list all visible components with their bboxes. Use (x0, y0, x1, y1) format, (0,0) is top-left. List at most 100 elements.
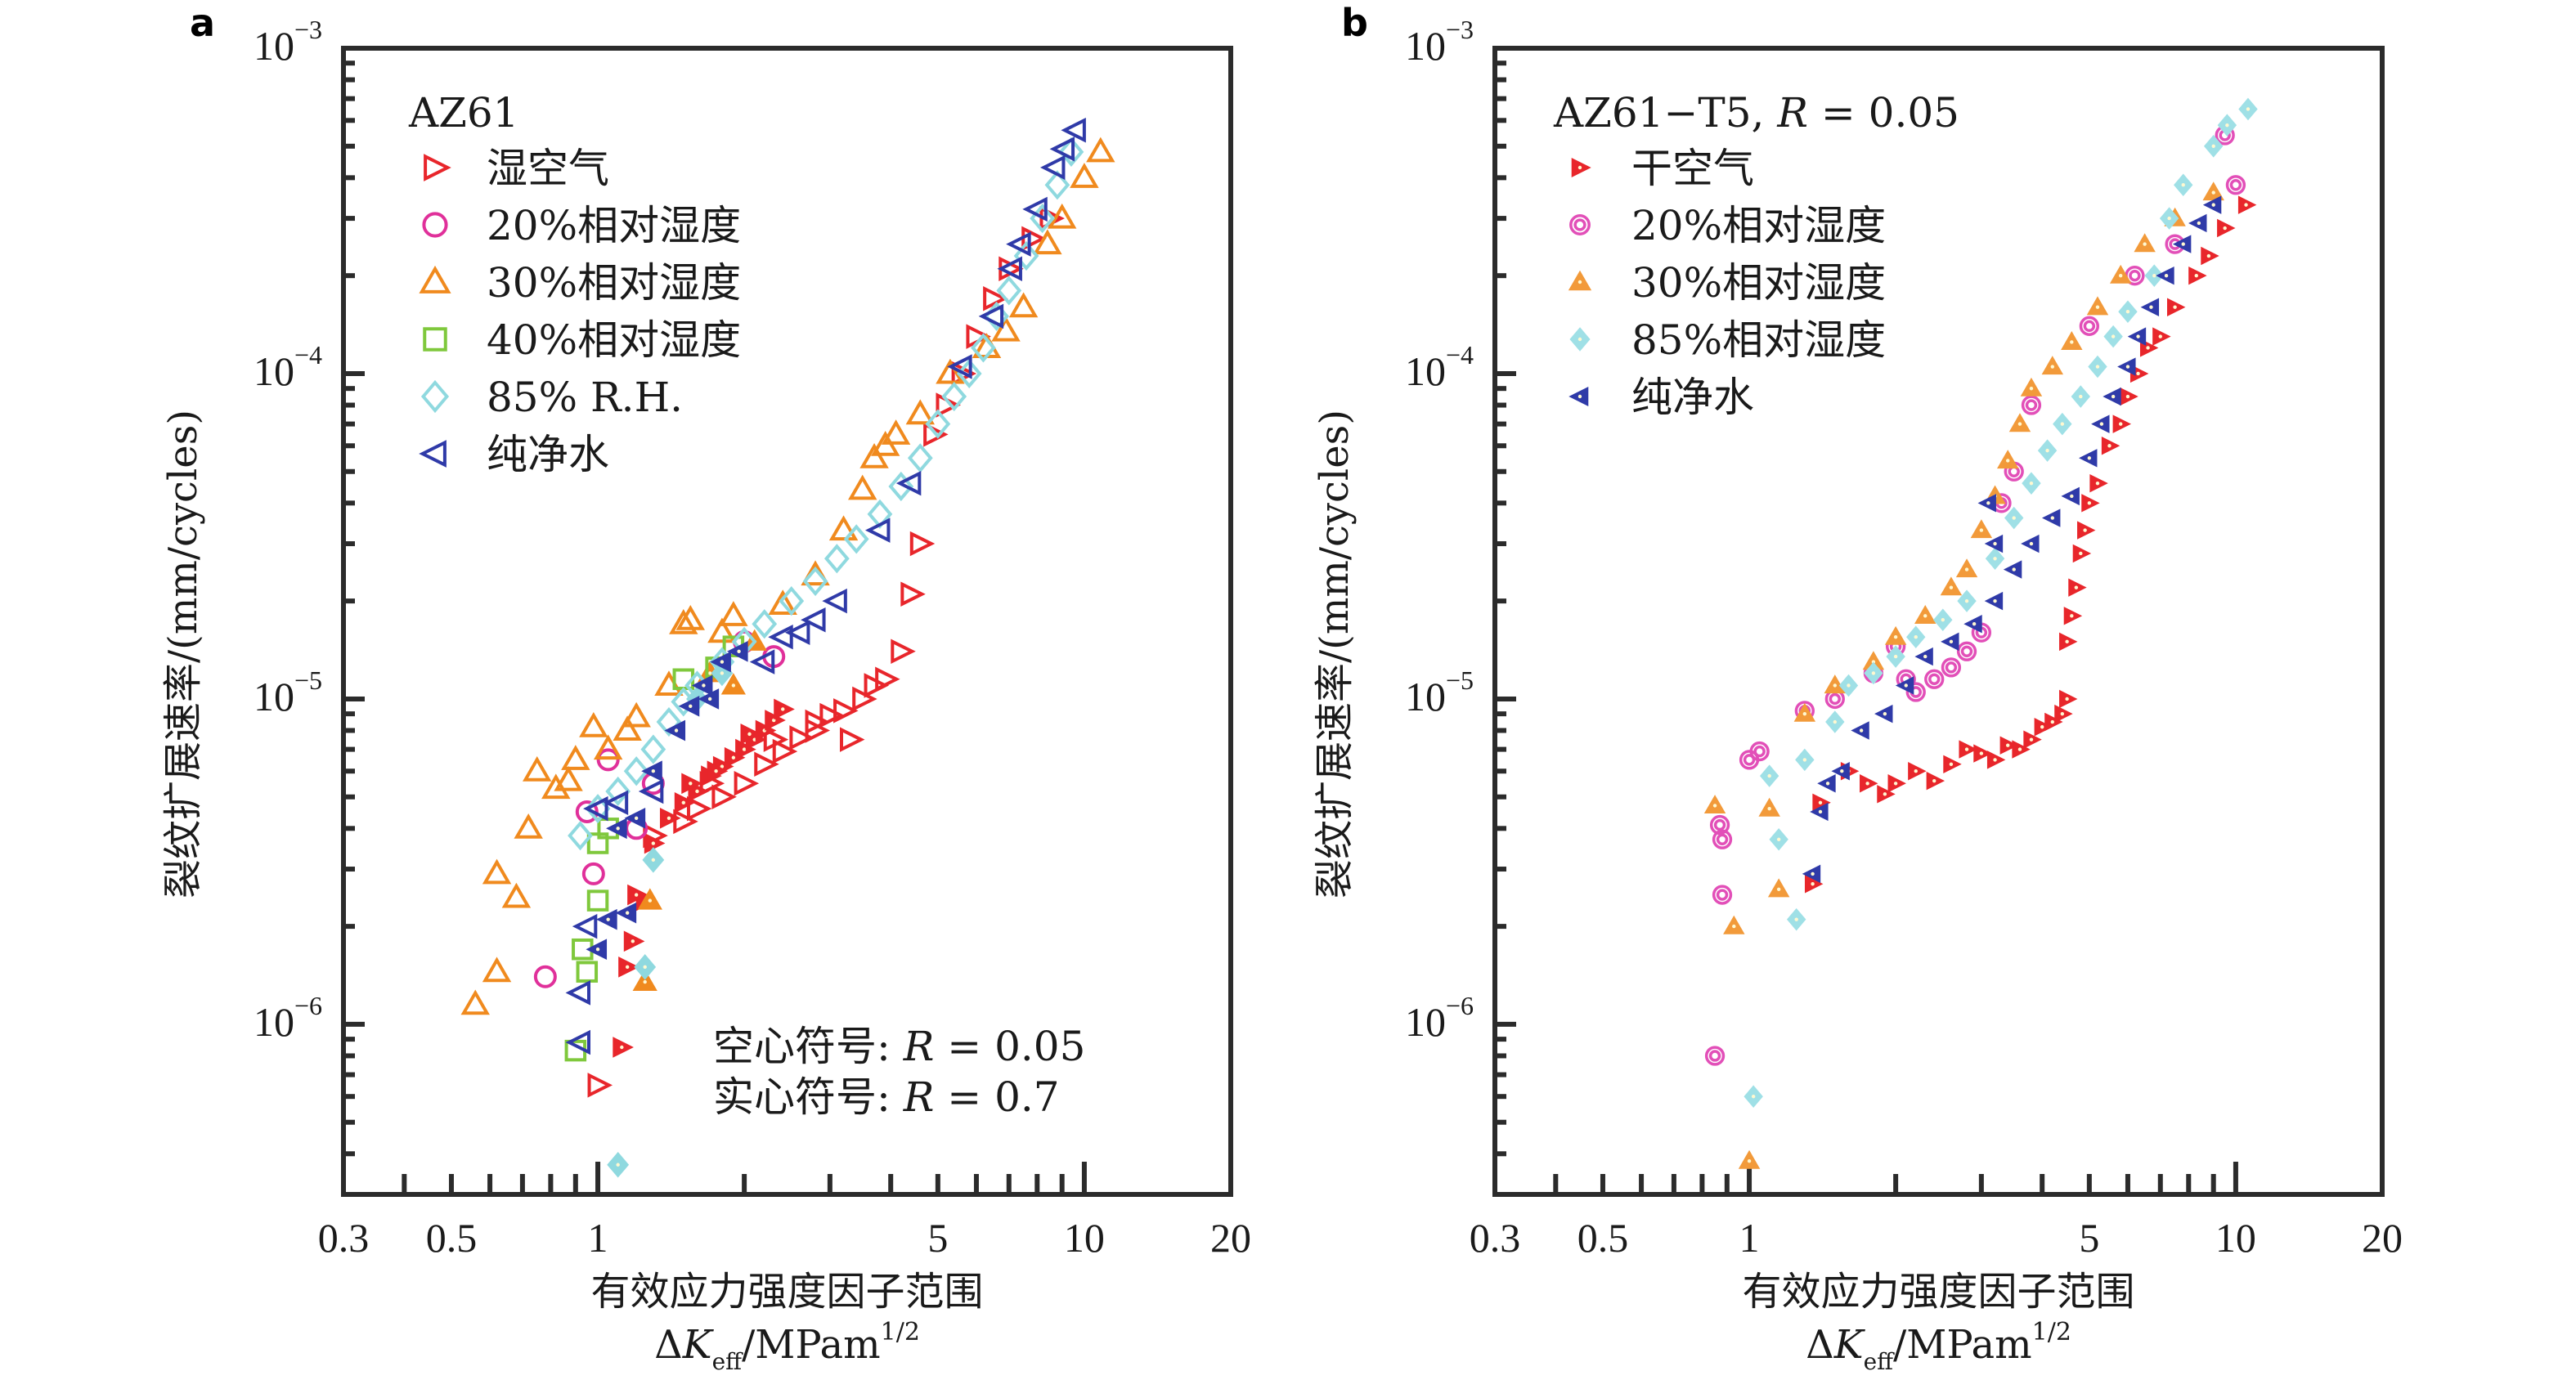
data-point (1924, 669, 1945, 689)
data-point-center (2136, 334, 2140, 338)
data-point (1709, 814, 1730, 836)
data-point-open (971, 333, 996, 363)
annotation-value: = 0.7 (934, 1073, 1059, 1121)
data-point-center (2087, 501, 2092, 505)
data-point-filled-center (651, 841, 656, 845)
data-point-center (1949, 762, 1954, 766)
data-point-open (847, 474, 877, 500)
series-2 (1703, 181, 2224, 1169)
k-symbol: K (682, 1322, 715, 1368)
data-point-center (2143, 242, 2147, 246)
data-point-open (802, 566, 828, 597)
data-point-center (2181, 242, 2185, 246)
data-point-open (1086, 137, 1115, 163)
plot-frame-b (1492, 46, 2385, 1197)
data-point-center (2194, 273, 2198, 278)
data-point-open (864, 518, 891, 543)
data-point-center (1732, 924, 1736, 929)
data-point (1956, 641, 1977, 661)
legend-title: AZ61 (408, 89, 518, 137)
data-point-open (561, 745, 590, 770)
data-point-center (2206, 253, 2211, 258)
y-tick-label: 10−5 (1405, 665, 1474, 719)
data-point-center (1923, 654, 1928, 659)
data-point-center (1776, 837, 1781, 841)
legend-title-r: R (1776, 89, 1808, 137)
y-axis-title-a: 裂纹扩展速率/(mm/cycles) (160, 410, 206, 898)
data-point-center (2181, 183, 2185, 187)
data-point-open (1039, 155, 1066, 181)
data-point-filled-center (720, 660, 725, 664)
y-tick-label: 10−6 (254, 991, 322, 1045)
annotation-r: R (903, 1073, 935, 1121)
data-point (1749, 741, 1770, 762)
data-point-center (1767, 806, 1771, 811)
data-point-open (654, 670, 684, 696)
data-point-open (839, 727, 865, 752)
data-point-center (1751, 1094, 1756, 1099)
data-point-center (1833, 683, 1838, 688)
data-point-center (2167, 216, 2171, 221)
data-point-open (905, 399, 936, 425)
data-point-filled-center (689, 704, 693, 709)
annotation-line: 实心符号: R = 0.7 (713, 1073, 1060, 1121)
data-points-a (460, 117, 1115, 1178)
data-point-inner (1945, 661, 1958, 674)
data-point (2079, 316, 2099, 336)
legend-label: 纯净水 (1631, 374, 1754, 421)
data-point-center (2087, 456, 2092, 460)
annotation-line: 空心符号: R = 0.05 (713, 1023, 1085, 1070)
data-point-center (1712, 804, 1717, 808)
data-point-center (2083, 528, 2087, 532)
data-point-center (1923, 614, 1928, 618)
data-point-open (891, 638, 916, 665)
data-point-open (875, 666, 900, 692)
data-point-center (2070, 340, 2074, 344)
data-point-open (587, 1073, 613, 1098)
data-point-open (523, 755, 552, 782)
legend-marker-center (1577, 280, 1582, 285)
data-point-filled-center (681, 800, 686, 804)
data-point-open (936, 358, 965, 384)
data-point-center (2006, 459, 2010, 463)
data-point-center (2079, 394, 2083, 399)
data-point-open (925, 409, 951, 439)
data-point-center (1986, 501, 1990, 505)
x-tick-label: 0.5 (1577, 1215, 1629, 1261)
x-axis-units-a: ΔKeff/MPam1/2 (654, 1318, 920, 1375)
data-point-center (1993, 598, 1997, 603)
panel-a: a 10−610−510−410−3 0.3 0.5 1 5 10 20 AZ61湿空气2… (160, 1, 1251, 1375)
data-point-center (2211, 144, 2215, 149)
data-point-center (2125, 365, 2130, 369)
x-tick-label: 0.3 (318, 1215, 370, 1261)
data-point-open (941, 381, 967, 412)
annotation-label: 实心符号: (713, 1073, 904, 1121)
legend-title-value: = 0.05 (1808, 89, 1959, 137)
data-point (2225, 175, 2246, 195)
data-point-center (2118, 273, 2123, 278)
data-point-center (1972, 622, 1977, 626)
data-point-open (881, 419, 911, 445)
data-point-inner (1716, 833, 1729, 845)
data-point-filled-center (625, 965, 630, 970)
data-point-open (669, 608, 698, 634)
data-point-open (768, 589, 797, 616)
series-5 (565, 117, 1086, 1055)
superscript: 1/2 (881, 1318, 920, 1346)
data-point-open (613, 715, 642, 742)
x-tick-label: 0.5 (426, 1215, 478, 1261)
data-point-open (460, 989, 490, 1015)
data-point-center (1767, 773, 1771, 778)
data-point-center (1914, 769, 1918, 773)
data-point-center (1811, 882, 1815, 886)
data-point-open (859, 443, 889, 468)
x-tick-label: 0.3 (1470, 1215, 1521, 1261)
data-point-center (2223, 226, 2227, 231)
data-point-open (779, 586, 805, 616)
data-point-open (711, 784, 737, 809)
data-point-center (1949, 585, 1954, 589)
data-point (1704, 1046, 1726, 1066)
data-point-center (2225, 123, 2229, 128)
data-point-filled-center (720, 764, 725, 768)
data-point-inner (1829, 692, 1842, 706)
